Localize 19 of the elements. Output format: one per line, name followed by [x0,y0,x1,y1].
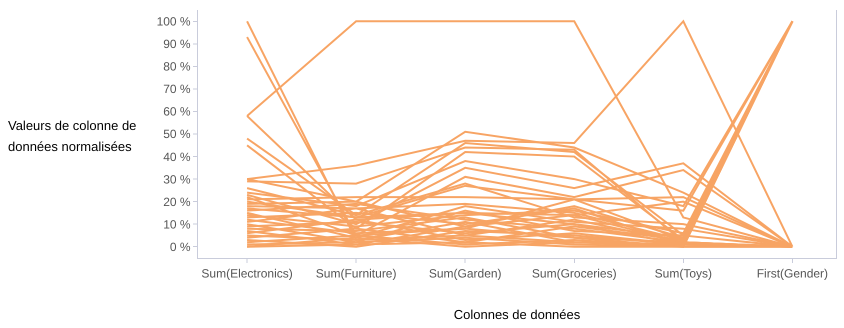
x-tick-label: Sum(Electronics) [201,266,293,280]
y-tick-label: 80 % [163,60,191,74]
y-tick-label: 40 % [163,150,191,164]
x-tick-label: Sum(Groceries) [532,266,617,280]
y-tick-label: 100 % [156,14,191,28]
y-tick-label: 0 % [170,240,191,254]
y-tick-label: 10 % [163,217,191,232]
x-tick-label: Sum(Furniture) [316,266,396,280]
y-tick-label: 60 % [163,104,191,119]
y-tick-label: 20 % [163,194,191,209]
x-tick-label: Sum(Toys) [654,266,712,280]
y-tick-label: 50 % [163,127,191,142]
y-tick-label: 30 % [163,172,191,186]
y-tick-label: 70 % [163,82,191,96]
x-axis-title: Colonnes de données [454,307,581,322]
x-tick-label: Sum(Garden) [428,266,502,280]
y-axis-title: Valeurs de colonne de données normalisées [8,117,138,156]
y-tick-label: 90 % [163,37,191,52]
x-tick-label: First(Gender) [756,266,828,280]
